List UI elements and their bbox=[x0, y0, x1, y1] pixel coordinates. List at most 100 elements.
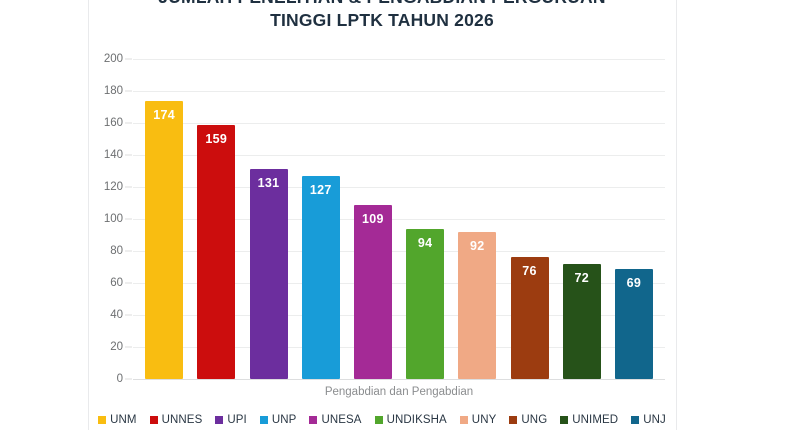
legend-item-unnes[interactable]: UNNES bbox=[149, 414, 203, 426]
gridline: 20 bbox=[110, 341, 665, 353]
bar-value-label: 131 bbox=[257, 176, 280, 191]
legend-label: UPI bbox=[227, 414, 247, 426]
bar-slot: 174 bbox=[138, 59, 190, 379]
y-axis-tick-label: 200 bbox=[103, 53, 123, 65]
bar-unnes[interactable]: 159 bbox=[197, 124, 236, 379]
bar-value-label: 174 bbox=[153, 107, 175, 122]
legend-label: UNESA bbox=[321, 414, 362, 426]
legend-swatch-icon bbox=[509, 416, 518, 424]
bar-value-label: 159 bbox=[205, 131, 228, 146]
y-axis-tick-label: 60 bbox=[110, 277, 123, 289]
bar-slot: 92 bbox=[451, 59, 503, 379]
legend-label: UNIMED bbox=[572, 414, 619, 426]
y-axis-tick-label: 20 bbox=[110, 341, 123, 353]
y-axis-tick-mark bbox=[125, 346, 132, 348]
y-axis-tick-mark bbox=[125, 58, 132, 60]
bar-value-label: 92 bbox=[470, 238, 485, 253]
gridline: 200 bbox=[104, 53, 665, 65]
bar-value-label: 109 bbox=[362, 211, 384, 226]
legend-swatch-icon bbox=[560, 416, 569, 424]
y-axis-tick-label: 160 bbox=[103, 117, 123, 129]
chart-legend: UNM UNNES UPI UNP UNESA UNDIKSHA UNY UNG UNIMED U… bbox=[88, 414, 676, 426]
plot-area: 200 180 160 140 120 100 80 60 40 20 0 174 159 131 127… bbox=[104, 53, 665, 385]
legend-item-unm[interactable]: UNM bbox=[98, 414, 137, 426]
bar-unj[interactable]: 69 bbox=[614, 268, 653, 379]
bar-undiksha[interactable]: 94 bbox=[406, 228, 445, 379]
bar-value-label: 94 bbox=[417, 235, 433, 250]
legend-swatch-icon bbox=[374, 416, 383, 424]
bar-slot: 72 bbox=[556, 59, 608, 379]
bar-uny[interactable]: 92 bbox=[458, 231, 497, 379]
y-axis-tick-label: 180 bbox=[103, 85, 123, 97]
bar-value-label: 127 bbox=[309, 182, 332, 197]
y-axis-tick-mark bbox=[125, 90, 132, 92]
legend-item-unimed[interactable]: UNIMED bbox=[560, 414, 618, 426]
y-axis-tick-mark bbox=[125, 122, 132, 124]
legend-item-uny[interactable]: UNY bbox=[459, 414, 497, 426]
gridline: 160 bbox=[104, 117, 665, 129]
legend-item-undiksha[interactable]: UNDIKSHA bbox=[374, 414, 447, 426]
x-axis-label: Pengabdian dan Pengabdian bbox=[324, 386, 474, 398]
bar-ung[interactable]: 76 bbox=[510, 257, 549, 379]
legend-label: UNP bbox=[271, 414, 297, 426]
bar-value-label: 72 bbox=[574, 270, 589, 285]
legend-item-unj[interactable]: UNJ bbox=[631, 414, 666, 426]
y-axis-tick-mark bbox=[125, 378, 132, 380]
y-axis-tick-mark bbox=[125, 314, 132, 316]
chart-title: JUMLAH PENELITIAN & PENGABDIAN PERGURUAN… bbox=[158, 0, 605, 30]
bar-slot: 159 bbox=[190, 59, 242, 379]
y-axis-tick-label: 120 bbox=[103, 181, 123, 193]
y-axis-tick-label: 0 bbox=[116, 373, 123, 385]
legend-label: UNJ bbox=[643, 414, 666, 426]
legend-item-ung[interactable]: UNG bbox=[509, 414, 547, 426]
legend-swatch-icon bbox=[215, 416, 224, 424]
bar-upi[interactable]: 131 bbox=[249, 169, 288, 379]
legend-swatch-icon bbox=[259, 416, 268, 424]
gridline: 0 bbox=[117, 373, 665, 385]
y-axis-tick-mark bbox=[125, 154, 132, 156]
gridline: 140 bbox=[104, 149, 665, 161]
y-axis-tick-mark bbox=[125, 186, 132, 188]
legend-swatch-icon bbox=[309, 416, 318, 424]
legend-item-upi[interactable]: UPI bbox=[215, 414, 247, 426]
legend-label: UNNES bbox=[161, 414, 203, 426]
y-axis-tick-label: 40 bbox=[110, 309, 123, 321]
gridline: 180 bbox=[104, 85, 665, 97]
bar-unp[interactable]: 127 bbox=[301, 175, 340, 379]
bar-slot: 69 bbox=[608, 59, 660, 379]
legend-swatch-icon bbox=[98, 416, 107, 424]
bar-unimed[interactable]: 72 bbox=[562, 263, 601, 379]
bar-slot: 94 bbox=[399, 59, 451, 379]
legend-label: UNM bbox=[110, 414, 137, 426]
bar-unm[interactable]: 174 bbox=[145, 100, 184, 379]
legend-label: UNY bbox=[471, 414, 497, 426]
gridline: 120 bbox=[104, 181, 665, 193]
y-axis-tick-label: 80 bbox=[110, 245, 123, 257]
legend-label: UNG bbox=[521, 414, 548, 426]
plot-frame-right-border bbox=[676, 0, 677, 430]
gridline: 100 bbox=[104, 213, 665, 225]
legend-item-unp[interactable]: UNP bbox=[259, 414, 297, 426]
y-axis-tick-mark bbox=[125, 250, 132, 252]
bar-slot: 109 bbox=[347, 59, 399, 379]
bar-slot: 131 bbox=[242, 59, 294, 379]
legend-swatch-icon bbox=[631, 416, 640, 424]
legend-swatch-icon bbox=[149, 416, 158, 424]
plot-frame-left-border bbox=[88, 0, 89, 430]
y-axis-tick-label: 100 bbox=[103, 213, 123, 225]
y-axis-tick-mark bbox=[125, 218, 132, 220]
y-axis-tick-mark bbox=[125, 282, 132, 284]
legend-item-unesa[interactable]: UNESA bbox=[309, 414, 361, 426]
y-axis-tick-label: 140 bbox=[103, 149, 123, 161]
bar-slot: 127 bbox=[295, 59, 347, 379]
gridline: 40 bbox=[110, 309, 665, 321]
legend-label: UNDIKSHA bbox=[386, 414, 447, 426]
bar-value-label: 69 bbox=[626, 275, 642, 290]
bar-value-label: 76 bbox=[522, 264, 537, 279]
legend-swatch-icon bbox=[459, 416, 468, 424]
bar-unesa[interactable]: 109 bbox=[353, 204, 392, 379]
gridline: 60 bbox=[110, 277, 665, 289]
bar-slot: 76 bbox=[503, 59, 555, 379]
gridline: 80 bbox=[110, 245, 665, 257]
